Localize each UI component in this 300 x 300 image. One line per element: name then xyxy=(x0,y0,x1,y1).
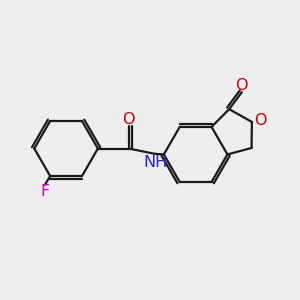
Text: F: F xyxy=(40,184,50,199)
Text: O: O xyxy=(236,78,248,93)
Text: O: O xyxy=(254,113,266,128)
Text: NH: NH xyxy=(143,155,168,170)
Text: O: O xyxy=(123,112,135,127)
